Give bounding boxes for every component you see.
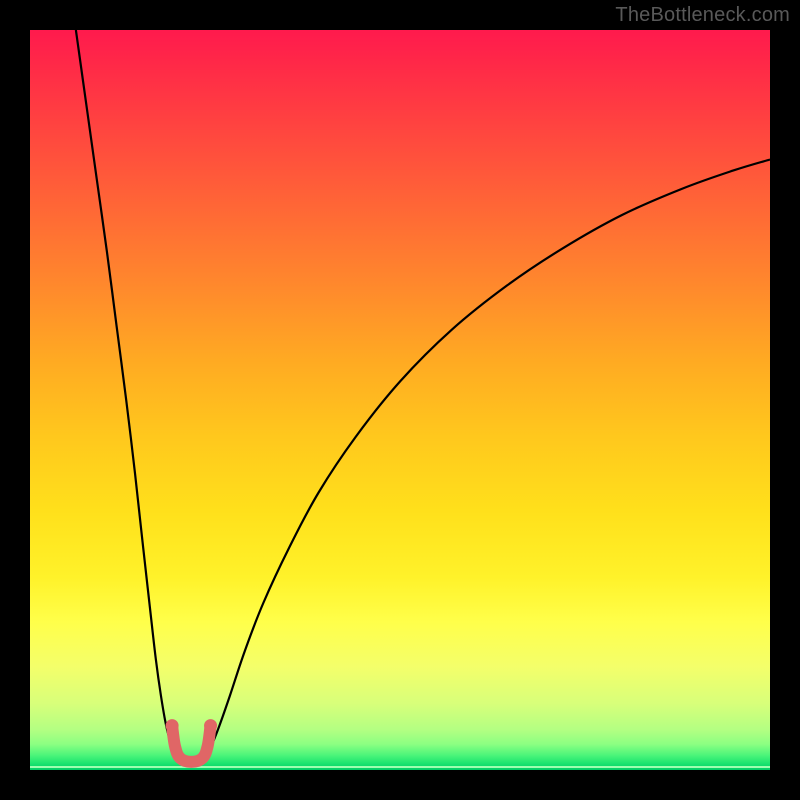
bottleneck-chart	[0, 0, 800, 800]
chart-background	[30, 30, 770, 770]
chart-container: TheBottleneck.com	[0, 0, 800, 800]
trough-end-left	[166, 719, 179, 732]
trough-end-right	[204, 719, 217, 732]
